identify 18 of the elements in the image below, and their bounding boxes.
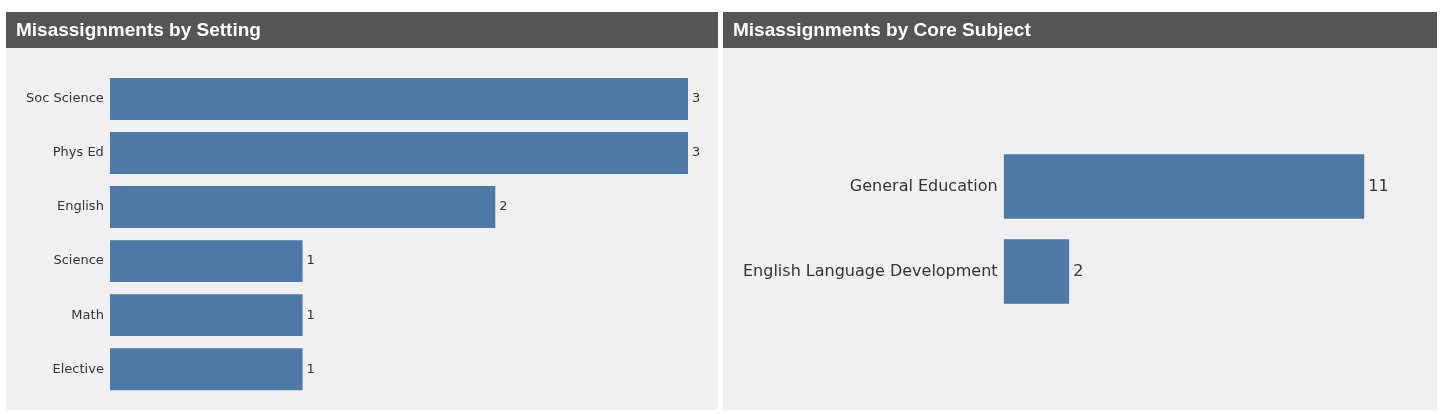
y-tick-label: Soc Science [25,90,104,106]
y-tick-label: Math [71,306,104,322]
data-label: 1 [306,306,315,322]
data-label: 1 [306,360,315,376]
y-tick-label: Phys Ed [52,144,104,160]
y-tick-label: Elective [52,360,104,376]
data-label: 3 [692,90,701,106]
y-tick-label: Science [53,252,104,268]
data-label: 1 [306,252,315,268]
data-label: 2 [1073,260,1084,280]
y-tick-label: English Language Development [742,260,998,280]
data-label: 2 [499,198,508,214]
chart-title: Misassignments by Setting [6,12,718,48]
data-label: 3 [692,144,701,160]
data-label: 11 [1368,175,1389,195]
y-tick-label: General Education [849,175,998,195]
y-tick-label: English [56,198,104,214]
chart-title: Misassignments by Core Subject [723,12,1437,48]
